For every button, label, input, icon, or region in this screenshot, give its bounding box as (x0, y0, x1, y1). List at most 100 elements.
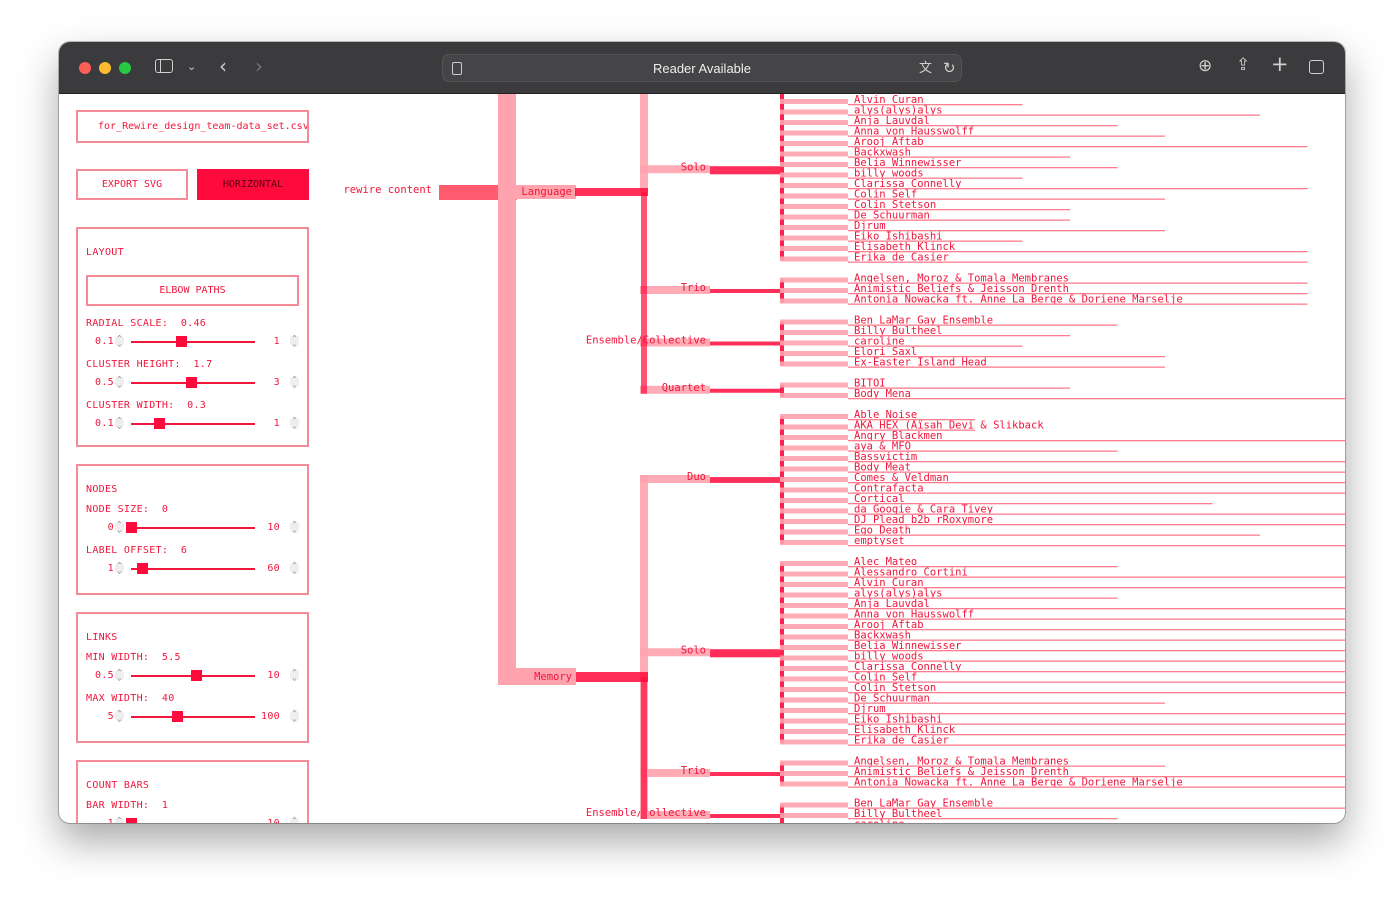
leaf-label: Backxwash (854, 630, 911, 642)
leaf-count-bar (848, 807, 1345, 809)
slider-min-input[interactable]: 0 (107, 522, 114, 533)
leaf-label: caroline (854, 336, 905, 348)
leaf-count-bar (848, 366, 1165, 368)
slider-track[interactable] (131, 568, 255, 570)
stepper-icon[interactable]: ⌃⌄ (115, 335, 124, 348)
leaf-count-bar (848, 461, 1345, 463)
leaf-count-bar (848, 576, 1345, 578)
stepper-icon[interactable]: ⌃⌄ (290, 562, 299, 575)
parent-label: Language (521, 186, 572, 198)
slider-min-input[interactable]: 1 (107, 563, 114, 574)
stepper-icon[interactable]: ⌃⌄ (290, 710, 299, 723)
slider-track[interactable] (131, 527, 255, 529)
leaf-label: Alvin Curan (854, 577, 924, 589)
leaf-link (780, 141, 848, 146)
stepper-icon[interactable]: ⌃⌄ (115, 521, 124, 534)
stepper-icon[interactable]: ⌃⌄ (115, 376, 124, 389)
slider-max-input[interactable]: 1 (273, 418, 280, 429)
stepper-icon[interactable]: ⌃⌄ (290, 521, 299, 534)
reload-icon[interactable]: ↻ (943, 59, 956, 77)
leaf-label: Clarissa Connelly (854, 661, 961, 673)
slider-max-input[interactable]: 10 (267, 522, 280, 533)
leaf-count-bar (848, 818, 1118, 820)
slider-track[interactable] (131, 341, 255, 343)
back-icon[interactable]: ‹ (219, 54, 227, 78)
slider-min-input[interactable]: 5 (107, 711, 114, 722)
category-branch-link (640, 286, 710, 294)
minimize-button[interactable] (99, 62, 111, 74)
parent-link (575, 188, 648, 196)
elbow-paths-button[interactable]: ELBOW PATHS (86, 275, 299, 306)
stepper-icon[interactable]: ⌃⌄ (290, 335, 299, 348)
slider-max-input[interactable]: 10 (258, 818, 280, 823)
leaf-count-bar (848, 251, 1308, 253)
forward-icon[interactable]: › (255, 54, 263, 78)
slider-thumb[interactable] (171, 711, 183, 722)
slider-max-input[interactable]: 1 (273, 336, 280, 347)
category-branch-link (640, 338, 710, 347)
leaf-link (780, 298, 848, 304)
stepper-icon[interactable]: ⌃⌄ (115, 710, 124, 723)
zoom-button[interactable] (119, 62, 131, 74)
leaf-link (780, 151, 848, 157)
export-svg-button[interactable]: EXPORT SVG (76, 169, 188, 200)
slider-track[interactable] (131, 423, 255, 425)
leaf-label: Anna von Hausswolff (854, 609, 974, 621)
leaf-label: DJ Plead b2b rRoxymore (854, 514, 993, 526)
stepper-icon[interactable]: ⌃⌄ (290, 669, 299, 682)
leaf-count-bar (848, 293, 1308, 295)
slider-max-input[interactable]: 3 (273, 377, 280, 388)
slider-label: NODE SIZE: 0 (86, 504, 169, 515)
new-tab-icon[interactable]: + (1271, 52, 1289, 76)
sidebar-toggle-icon[interactable] (155, 59, 173, 73)
file-input[interactable]: for_Rewire_design_team-data_set.csv (76, 110, 309, 143)
leaf-count-bar (848, 335, 1070, 337)
slider-thumb[interactable] (175, 336, 187, 347)
stepper-icon[interactable]: ⌃⌄ (290, 417, 299, 430)
leaf-link (780, 729, 848, 734)
leaf-label: Arooj Aftab (854, 619, 924, 631)
slider-thumb[interactable] (126, 522, 137, 533)
leaf-link (780, 487, 848, 493)
download-icon[interactable]: ⊕ (1198, 56, 1213, 76)
slider-min-input[interactable]: 0.1 (95, 418, 114, 429)
slider-thumb[interactable] (136, 563, 148, 574)
stepper-icon[interactable]: ⌃⌄ (115, 669, 124, 682)
stepper-icon[interactable]: ⌃⌄ (115, 817, 124, 823)
links-title: LINKS (86, 632, 118, 643)
stepper-icon[interactable]: ⌃⌄ (115, 562, 124, 575)
stepper-icon[interactable]: ⌃⌄ (115, 417, 124, 430)
slider-thumb[interactable] (153, 418, 165, 429)
stepper-icon[interactable]: ⌃⌄ (290, 376, 299, 389)
slider-max-input[interactable]: 100 (261, 711, 280, 722)
slider-thumb[interactable] (126, 818, 137, 823)
slider-min-input[interactable]: 1 (86, 818, 114, 823)
leaf-link (780, 351, 848, 356)
chevron-down-icon[interactable]: ⌄ (187, 60, 197, 73)
leaf-count-bar (848, 723, 1345, 725)
translate-icon[interactable]: ⽂ (919, 61, 933, 76)
leaf-link (780, 477, 848, 482)
slider-thumb[interactable] (185, 377, 197, 388)
leaf-count-bar (848, 482, 1345, 484)
address-bar[interactable]: Reader Available ⽂ ↻ (442, 54, 962, 82)
tab-overview-icon[interactable] (1309, 60, 1324, 74)
leaf-label: Djrum (854, 703, 886, 715)
close-button[interactable] (79, 62, 91, 74)
slider-track[interactable] (131, 716, 255, 718)
stepper-icon[interactable]: ⌃⌄ (290, 817, 299, 823)
memory-elbow-link (498, 668, 576, 685)
slider-min-input[interactable]: 0.1 (95, 336, 114, 347)
share-icon[interactable]: ⇪ (1236, 55, 1251, 75)
leaf-label: BITOI (854, 378, 886, 390)
slider-thumb[interactable] (191, 670, 203, 681)
leaf-link (780, 508, 848, 514)
slider-min-input[interactable]: 0.5 (95, 670, 114, 681)
leaf-count-bar (848, 282, 1308, 284)
horizontal-toggle-button[interactable]: HORIZONTAL (197, 169, 309, 200)
slider-min-input[interactable]: 0.5 (95, 377, 114, 388)
leaf-label: Ego Death (854, 525, 911, 537)
slider-max-input[interactable]: 10 (267, 670, 280, 681)
reader-icon[interactable] (452, 62, 462, 75)
slider-max-input[interactable]: 60 (267, 563, 280, 574)
